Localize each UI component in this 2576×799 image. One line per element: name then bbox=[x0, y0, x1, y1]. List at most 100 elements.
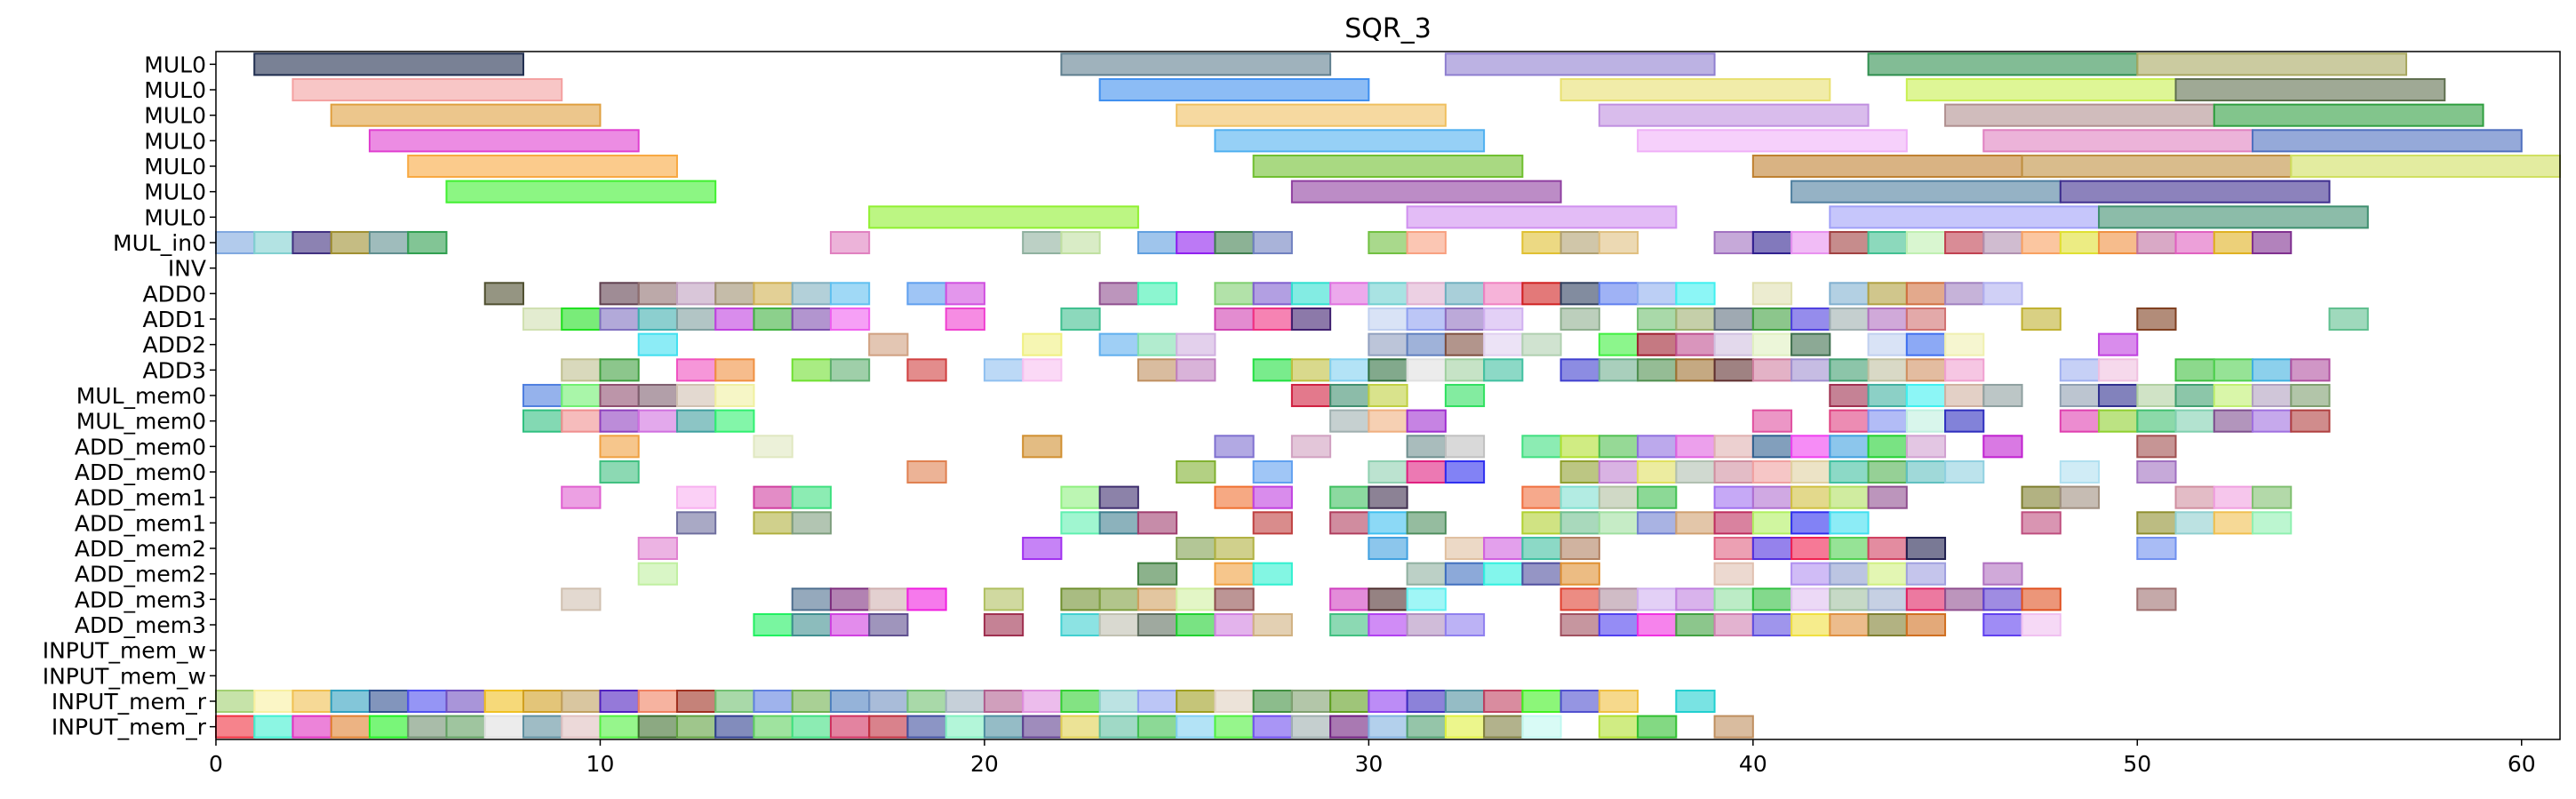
task-bar bbox=[1176, 459, 1216, 484]
task-bar bbox=[1598, 715, 1639, 739]
task-bar bbox=[1867, 282, 1908, 306]
task-bar bbox=[1444, 435, 1486, 459]
task-bar bbox=[1790, 230, 1831, 255]
task-bar bbox=[1136, 282, 1178, 306]
task-bar bbox=[1829, 612, 1870, 637]
task-bar bbox=[1406, 358, 1447, 382]
task-bar bbox=[2213, 511, 2254, 535]
task-bar bbox=[829, 587, 871, 611]
task-bar bbox=[1829, 409, 1870, 433]
task-bar bbox=[1675, 307, 1716, 332]
task-bar bbox=[1905, 587, 1947, 611]
task-bar bbox=[829, 307, 871, 332]
task-bar bbox=[445, 715, 486, 739]
task-bar bbox=[368, 715, 410, 739]
task-bar bbox=[2213, 485, 2254, 509]
task-bar bbox=[1406, 230, 1447, 255]
y-tick-label: MUL_mem0 bbox=[76, 409, 206, 435]
task-bar bbox=[906, 715, 947, 739]
task-bar bbox=[1751, 230, 1793, 255]
task-bar bbox=[906, 358, 947, 382]
task-bar bbox=[1637, 459, 1678, 484]
y-tick-label: MUL0 bbox=[144, 103, 206, 129]
task-bar bbox=[1559, 307, 1600, 332]
task-bar bbox=[1790, 459, 1831, 484]
task-bar bbox=[1368, 358, 1408, 382]
task-bar bbox=[291, 715, 332, 739]
task-bar bbox=[368, 129, 640, 153]
task-bar bbox=[637, 409, 678, 433]
task-bar bbox=[791, 485, 832, 509]
y-tick-label: ADD2 bbox=[142, 332, 206, 358]
task-bar bbox=[1022, 536, 1063, 561]
task-bar bbox=[2213, 409, 2254, 433]
task-bar bbox=[330, 103, 602, 127]
task-bar bbox=[1751, 307, 1793, 332]
task-bar bbox=[1867, 409, 1908, 433]
task-bar bbox=[2252, 409, 2293, 433]
task-bar bbox=[1252, 689, 1293, 714]
y-tick-label: ADD_mem1 bbox=[75, 510, 206, 536]
task-bar bbox=[868, 332, 909, 356]
task-bar bbox=[253, 52, 524, 76]
task-bar bbox=[1176, 536, 1216, 561]
task-bar bbox=[2174, 511, 2215, 535]
task-bar bbox=[1905, 282, 1947, 306]
task-bar bbox=[1406, 409, 1447, 433]
task-bar bbox=[1751, 409, 1793, 433]
task-bar bbox=[407, 715, 448, 739]
task-bar bbox=[1368, 485, 1408, 509]
task-bar bbox=[1867, 332, 1908, 356]
task-bar bbox=[2059, 180, 2331, 204]
task-bar bbox=[1252, 154, 1524, 179]
task-bar bbox=[1944, 332, 1985, 356]
task-bar bbox=[1214, 307, 1255, 332]
task-bar bbox=[1483, 307, 1524, 332]
task-bar bbox=[1368, 409, 1408, 433]
task-bar bbox=[1559, 612, 1600, 637]
task-bar bbox=[407, 689, 448, 714]
task-bar bbox=[983, 715, 1025, 739]
task-bar bbox=[1406, 587, 1447, 611]
task-bar bbox=[1290, 689, 1332, 714]
task-bar bbox=[791, 715, 832, 739]
task-bar bbox=[445, 689, 486, 714]
task-bar bbox=[1751, 332, 1793, 356]
y-tick-label: INV bbox=[168, 256, 206, 282]
task-bar bbox=[1060, 230, 1101, 255]
task-bar bbox=[1713, 435, 1754, 459]
task-bar bbox=[1098, 282, 1139, 306]
task-bar bbox=[1675, 358, 1716, 382]
task-bar bbox=[1252, 485, 1293, 509]
task-bar bbox=[1675, 612, 1716, 637]
task-bar bbox=[1982, 383, 2023, 408]
task-bar bbox=[1598, 435, 1639, 459]
task-bar bbox=[1559, 77, 1831, 102]
task-bar bbox=[1521, 715, 1562, 739]
task-bar bbox=[2213, 383, 2254, 408]
task-bar bbox=[1867, 536, 1908, 561]
task-bar bbox=[906, 689, 947, 714]
task-bar bbox=[1521, 536, 1562, 561]
task-bar bbox=[675, 689, 717, 714]
task-bar bbox=[2290, 383, 2331, 408]
task-bar bbox=[1559, 358, 1600, 382]
y-tick-label: ADD_mem0 bbox=[75, 434, 206, 459]
task-bar bbox=[1444, 358, 1486, 382]
task-bar bbox=[637, 689, 678, 714]
task-bar bbox=[1406, 459, 1447, 484]
task-bar bbox=[1829, 485, 1870, 509]
task-bar bbox=[1368, 459, 1408, 484]
task-bar bbox=[1022, 435, 1063, 459]
task-bar bbox=[215, 689, 256, 714]
task-bar bbox=[2213, 103, 2484, 127]
task-bar bbox=[2136, 230, 2177, 255]
task-bar bbox=[1136, 230, 1178, 255]
task-bar bbox=[1022, 689, 1063, 714]
y-tick-label: ADD_mem3 bbox=[75, 612, 206, 638]
task-bar bbox=[1368, 715, 1408, 739]
task-bar bbox=[1368, 230, 1408, 255]
task-bar bbox=[1867, 52, 2139, 76]
task-bar bbox=[1790, 435, 1831, 459]
